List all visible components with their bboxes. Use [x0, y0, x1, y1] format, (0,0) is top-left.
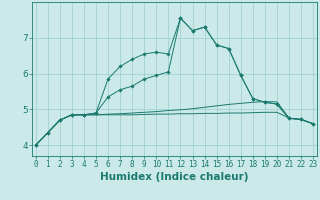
X-axis label: Humidex (Indice chaleur): Humidex (Indice chaleur) [100, 172, 249, 182]
